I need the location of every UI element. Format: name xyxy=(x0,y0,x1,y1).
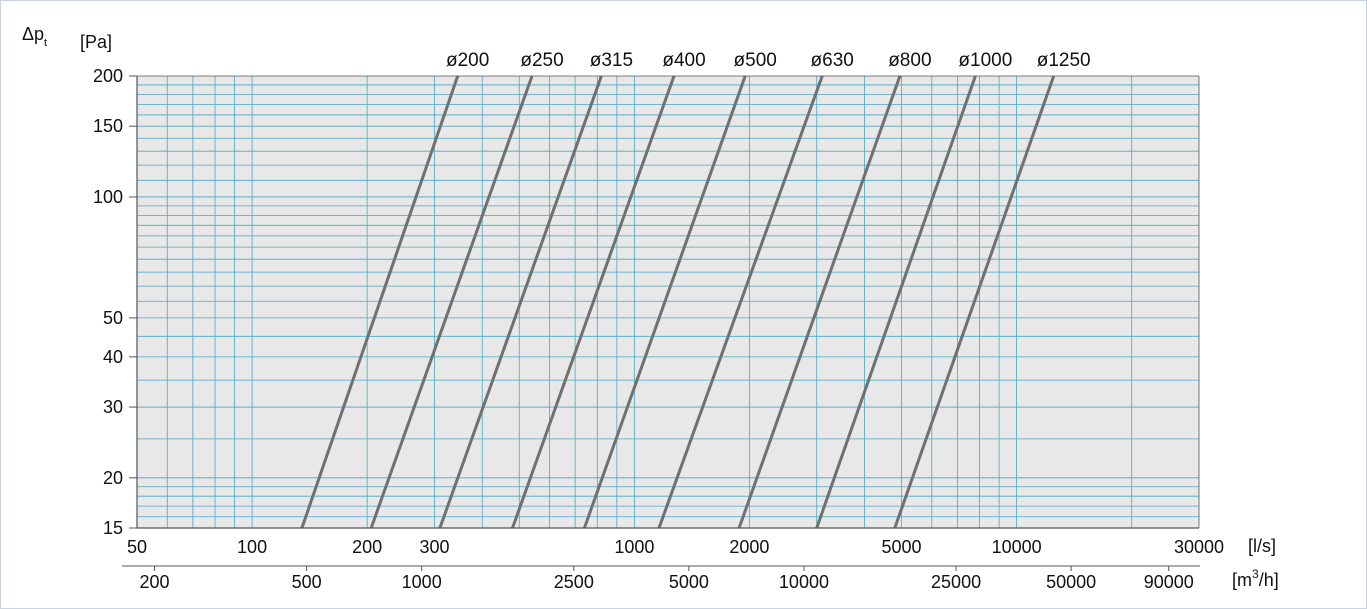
series-line-d1250 xyxy=(893,75,1056,529)
series-label-d1000: ø1000 xyxy=(958,50,1012,71)
series-line-d400 xyxy=(511,75,676,529)
x-tick-label-ls: 300 xyxy=(419,537,449,557)
y-axis-subscript: t xyxy=(44,37,47,49)
x-tick-label-ls: 1000 xyxy=(614,537,654,557)
x-tick-label-ls: 100 xyxy=(237,537,267,557)
y-axis-symbol: Δpt xyxy=(22,24,47,49)
series-line-d250 xyxy=(369,75,534,529)
y-tick-label: 100 xyxy=(93,187,123,207)
y-tick-label: 200 xyxy=(93,66,123,86)
x-tick-label-ls: 2000 xyxy=(729,537,769,557)
series-line-d630 xyxy=(657,75,824,529)
x-tick-label-m3h: 2500 xyxy=(554,572,594,592)
series-line-d500 xyxy=(582,75,747,529)
x-tick-label-m3h: 1000 xyxy=(402,572,442,592)
series-label-d630: ø630 xyxy=(811,50,854,71)
x-tick-label-m3h: 500 xyxy=(292,572,322,592)
series-label-d250: ø250 xyxy=(520,50,563,71)
series-label-d315: ø315 xyxy=(590,50,633,71)
y-axis-unit: [Pa] xyxy=(80,32,112,52)
x-tick-label-m3h: 10000 xyxy=(779,572,829,592)
series-line-d200 xyxy=(300,75,460,529)
series-label-d500: ø500 xyxy=(734,50,777,71)
x-tick-label-ls: 30000 xyxy=(1174,537,1224,557)
x-tick-label-ls: 50 xyxy=(127,537,147,557)
x-tick-label-m3h: 5000 xyxy=(669,572,709,592)
x-tick-label-m3h: 90000 xyxy=(1144,572,1194,592)
plot-area xyxy=(137,76,1199,528)
y-tick-label: 30 xyxy=(103,397,123,417)
series-label-d1250: ø1250 xyxy=(1037,50,1091,71)
x-tick-label-ls: 200 xyxy=(352,537,382,557)
y-tick-label: 50 xyxy=(103,308,123,328)
series-line-d315 xyxy=(438,75,603,529)
x-axis-unit-m3h: [m3/h] xyxy=(1232,567,1279,590)
series-label-d400: ø400 xyxy=(662,50,705,71)
y-tick-label: 20 xyxy=(103,468,123,488)
y-tick-label: 15 xyxy=(103,518,123,538)
x-tick-label-m3h: 50000 xyxy=(1046,572,1096,592)
series-line-d1000 xyxy=(815,75,977,529)
y-tick-label: 150 xyxy=(93,116,123,136)
y-tick-label: 40 xyxy=(103,347,123,367)
series-label-d800: ø800 xyxy=(888,50,931,71)
x-tick-label-ls: 10000 xyxy=(992,537,1042,557)
x-tick-label-m3h: 200 xyxy=(139,572,169,592)
x-axis-unit-ls: [l/s] xyxy=(1248,536,1276,556)
x-tick-label-m3h: 25000 xyxy=(931,572,981,592)
x-tick-label-ls: 5000 xyxy=(882,537,922,557)
series-line-d800 xyxy=(737,75,902,529)
series-label-d200: ø200 xyxy=(446,50,489,71)
